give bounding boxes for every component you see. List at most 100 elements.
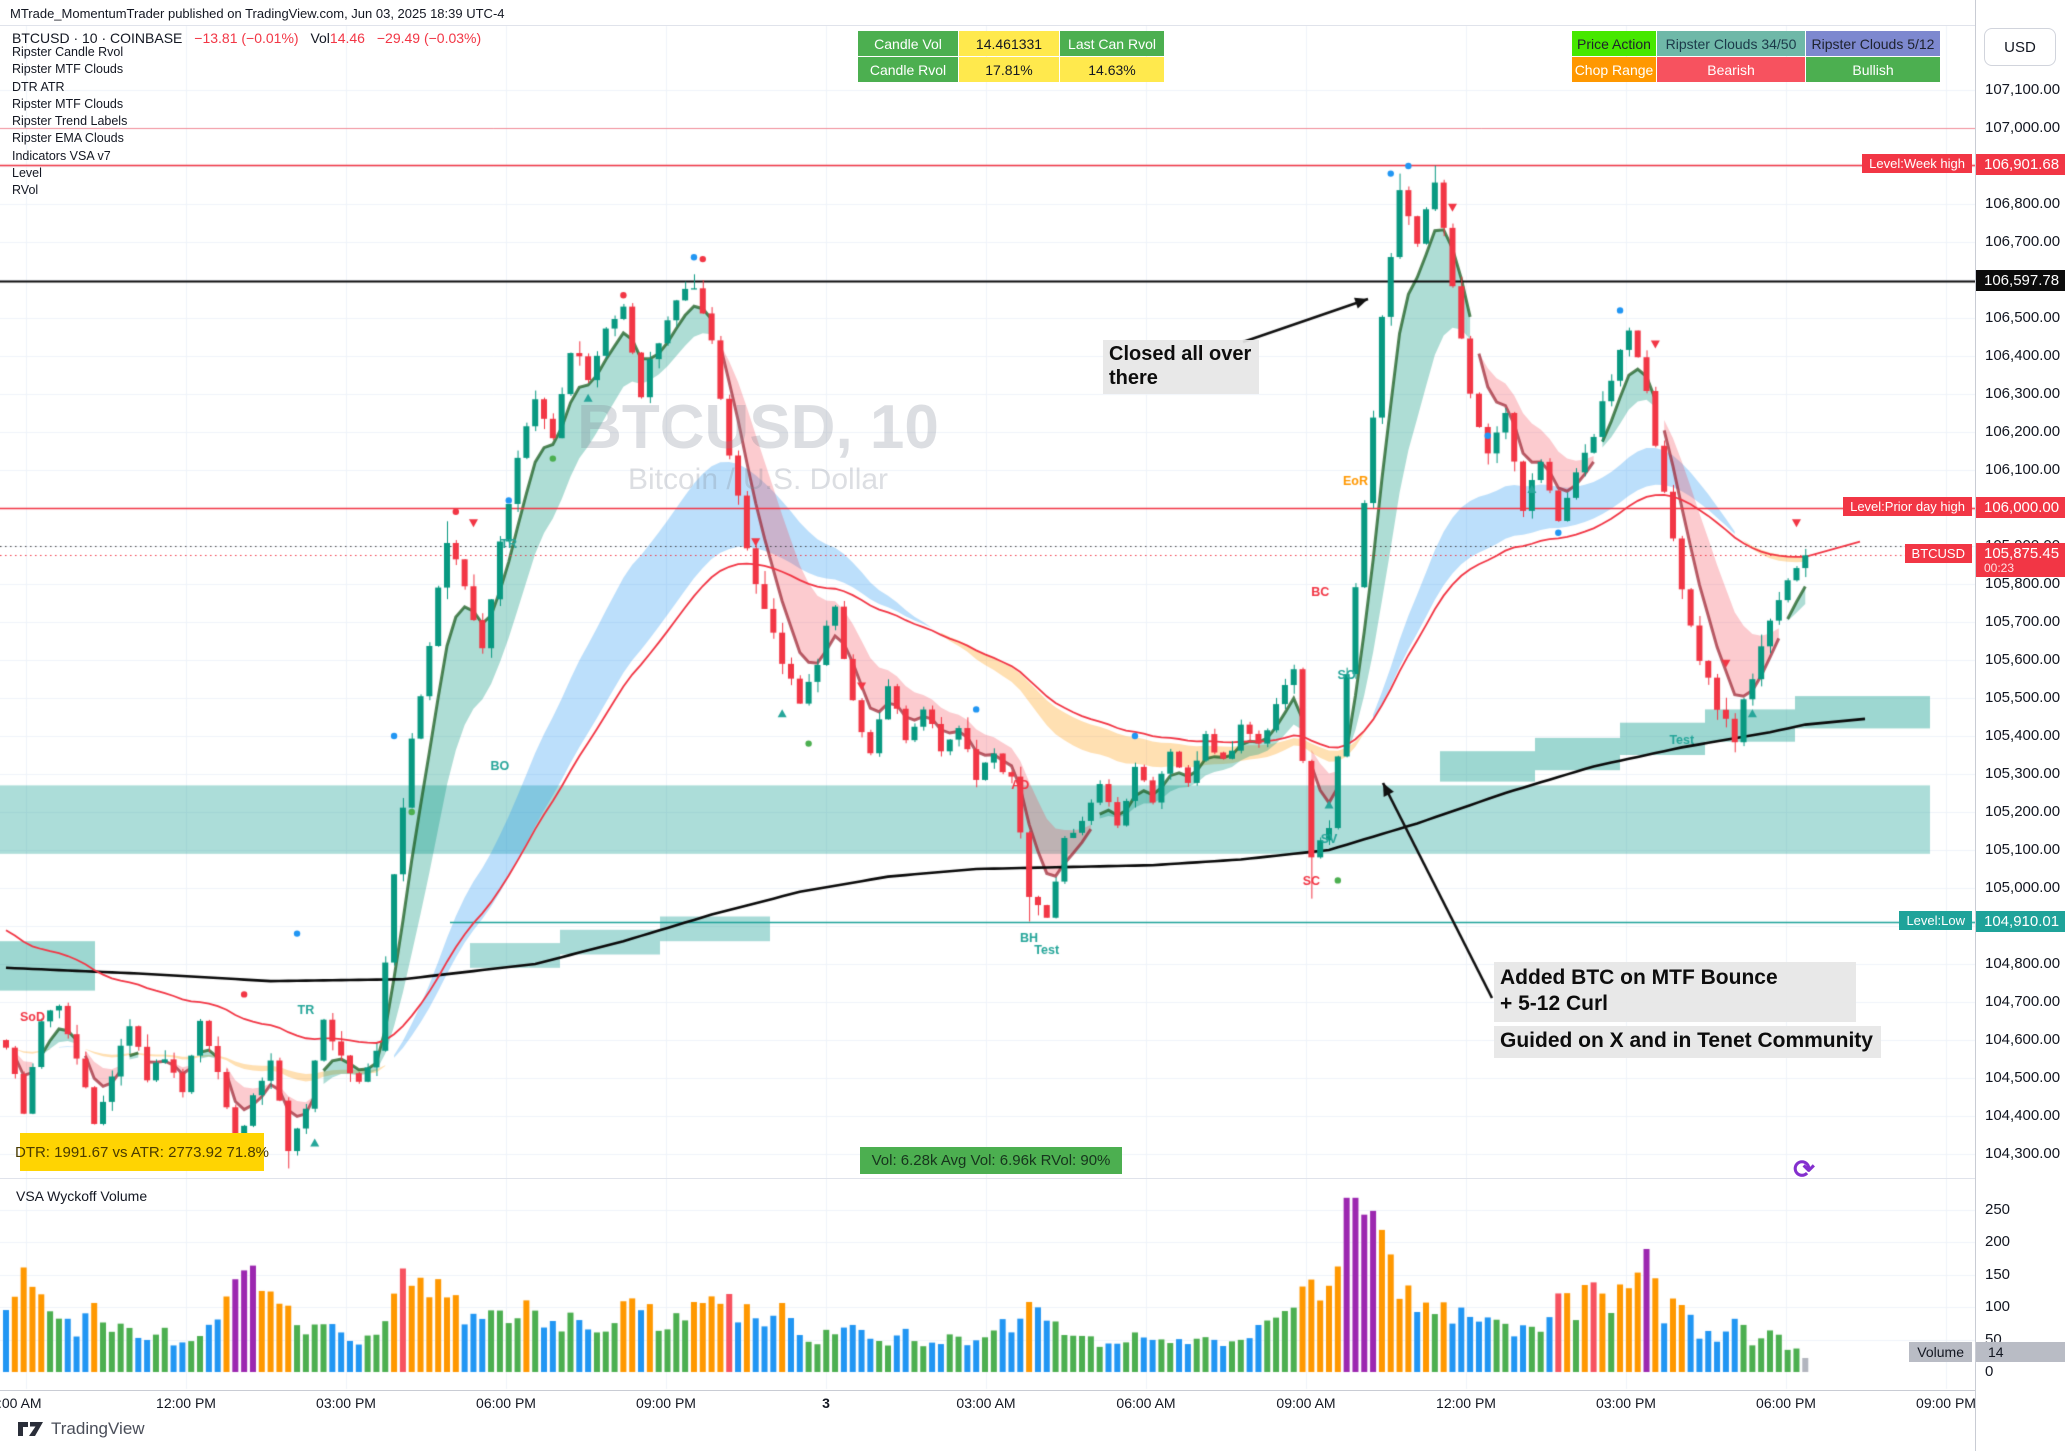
price-tick: 106,200.00 xyxy=(1985,423,2061,440)
axis-label-Level:Prior day high: 106,000.00 xyxy=(1976,497,2065,518)
candle-badge-r0c0: Candle Vol xyxy=(858,31,958,56)
price-tick: 105,200.00 xyxy=(1985,803,2061,820)
price-chart-canvas[interactable] xyxy=(0,0,1975,1451)
watermark-subtitle: Bitcoin / U.S. Dollar xyxy=(627,463,889,496)
time-axis[interactable]: 09:00 AM 12:00 PM 03:00 PM 06:00 PM 09:00 PM… xyxy=(0,1391,1976,1419)
vol-change: −29.49 (−0.03%) xyxy=(376,30,482,46)
price-tick: 104,700.00 xyxy=(1985,993,2061,1010)
annotation-added-line2: + 5-12 Curl xyxy=(1500,992,1608,1015)
time-label-4: 09:00 PM xyxy=(636,1395,696,1411)
time-label-12: 09:00 PM xyxy=(1916,1395,1976,1411)
volume-badge-value: 14 xyxy=(1976,1342,2065,1362)
price-tick: 104,300.00 xyxy=(1985,1145,2061,1162)
chart-legend: BTCUSD · 10 · COINBASE −13.81 (−0.01%) V… xyxy=(12,30,481,202)
indicator-row-7[interactable]: Level xyxy=(12,166,42,181)
tradingview-logo-icon xyxy=(18,1422,43,1436)
indicator-row-4[interactable]: Ripster Trend Labels xyxy=(12,114,128,129)
time-label-7: 06:00 AM xyxy=(1116,1395,1176,1411)
annotation-closed-line1: Closed all over xyxy=(1109,343,1252,365)
price-tick: 105,600.00 xyxy=(1985,651,2061,668)
price-tick: 107,000.00 xyxy=(1985,119,2061,136)
indicator-row-1[interactable]: Ripster MTF Clouds xyxy=(12,62,124,77)
publisher-line: MTrade_MomentumTrader published on Tradi… xyxy=(10,6,505,21)
volume-tick: 0 xyxy=(1985,1363,1994,1380)
trend-badge-r0c2: Ripster Clouds 5/12 xyxy=(1806,31,1940,56)
time-label-6: 03:00 AM xyxy=(956,1395,1016,1411)
symbol-title[interactable]: BTCUSD · 10 · COINBASE xyxy=(12,30,183,46)
pane-separator xyxy=(0,1178,2065,1179)
price-tick: 104,500.00 xyxy=(1985,1069,2061,1086)
time-label-5: 3 xyxy=(822,1395,830,1411)
level-chip-1: Level:Week high xyxy=(1862,154,1972,174)
time-label-3: 06:00 PM xyxy=(476,1395,536,1411)
candle-badge-r0c1: 14.461331 xyxy=(959,31,1059,56)
level-chip-6: Level:Low xyxy=(1899,911,1972,931)
volume-badge-label: Volume xyxy=(1909,1342,1972,1362)
time-label-11: 06:00 PM xyxy=(1756,1395,1816,1411)
price-tick: 105,500.00 xyxy=(1985,689,2061,706)
price-tick: 105,000.00 xyxy=(1985,879,2061,896)
price-tick: 106,100.00 xyxy=(1985,461,2061,478)
trend-badge-r1c2: Bullish xyxy=(1806,57,1940,82)
annotation-closed-note[interactable]: Closed all over there xyxy=(1103,340,1260,394)
volume-summary-badge: Vol: 6.28k Avg Vol: 6.96k RVol: 90% xyxy=(860,1147,1122,1174)
indicator-row-0[interactable]: Ripster Candle Rvol xyxy=(12,45,124,59)
vol-label: Vol xyxy=(310,30,330,46)
volume-tick: 250 xyxy=(1985,1200,2011,1218)
volume-tick: 200 xyxy=(1985,1233,2011,1250)
time-label-1: 12:00 PM xyxy=(156,1395,216,1411)
annotation-added-note[interactable]: Added BTC on MTF Bounce + 5-12 Curl xyxy=(1494,962,1856,1022)
indicator-row-6[interactable]: Indicators VSA v7 xyxy=(12,148,111,163)
volume-pane-title[interactable]: VSA Wyckoff Volume xyxy=(16,1188,148,1204)
symbol-row[interactable]: BTCUSD · 10 · COINBASE −13.81 (−0.01%) V… xyxy=(12,30,481,46)
candle-badge-r1c2: 14.63% xyxy=(1060,57,1164,82)
trend-badge-r1c1: Bearish xyxy=(1657,57,1805,82)
candle-badge-r0c2: Last Can Rvol xyxy=(1060,31,1164,56)
price-tick: 105,800.00 xyxy=(1985,575,2061,592)
indicator-row-3[interactable]: Ripster MTF Clouds xyxy=(12,96,124,111)
price-tick: 106,800.00 xyxy=(1985,195,2061,212)
price-axis[interactable]: USD 107,100.00 107,000.00 106,800.00 106,70… xyxy=(1975,0,2065,1451)
price-change: −13.81 (−0.01%) xyxy=(194,30,299,46)
tradingview-logo[interactable]: TradingView xyxy=(18,1419,145,1439)
annotation-closed-line2: there xyxy=(1109,367,1158,389)
axis-label-line: 106,597.78 xyxy=(1976,269,2065,291)
time-axis-line xyxy=(0,1390,2065,1391)
volume-tick: 100 xyxy=(1985,1298,2011,1315)
dtr-atr-box: DTR: 1991.67 vs ATR: 2773.92 71.8% xyxy=(15,1133,269,1171)
annotation-added-line1: Added BTC on MTF Bounce xyxy=(1500,966,1778,989)
price-tick: 106,300.00 xyxy=(1985,385,2061,402)
tradingview-logo-text: TradingView xyxy=(51,1419,145,1438)
currency-button[interactable]: USD xyxy=(1984,28,2056,66)
annotation-added-line3: Guided on X and in Tenet Community xyxy=(1500,1029,1873,1052)
level-chip-3: Level:Prior day high xyxy=(1843,497,1972,516)
price-tick: 104,800.00 xyxy=(1985,955,2061,972)
trend-badge-r0c0: Price Action xyxy=(1572,31,1656,56)
time-label-9: 12:00 PM xyxy=(1436,1395,1496,1411)
time-label-2: 03:00 PM xyxy=(316,1395,376,1411)
annotation-guided-note[interactable]: Guided on X and in Tenet Community xyxy=(1494,1026,1881,1058)
trend-state-badges: Price Action Ripster Clouds 34/50 Ripster … xyxy=(1572,31,1940,82)
price-tick: 106,700.00 xyxy=(1985,233,2061,250)
indicator-row-8[interactable]: RVol xyxy=(12,183,39,198)
price-tick: 104,600.00 xyxy=(1985,1031,2061,1048)
replay-icon[interactable]: ⟳ xyxy=(1793,1154,1815,1184)
indicator-row-2[interactable]: DTR ATR xyxy=(12,79,65,94)
time-label-8: 09:00 AM xyxy=(1276,1395,1336,1411)
price-tick: 106,500.00 xyxy=(1985,309,2061,326)
price-tick: 105,100.00 xyxy=(1985,841,2061,858)
price-tick: 104,400.00 xyxy=(1985,1107,2061,1124)
price-tick: 106,400.00 xyxy=(1985,347,2061,364)
trend-badge-r0c1: Ripster Clouds 34/50 xyxy=(1657,31,1805,56)
candle-vol-badges: Candle Vol 14.461331 Last Can Rvol Candle R… xyxy=(858,31,1164,82)
axis-label-Level:Week high: 106,901.68 xyxy=(1976,154,2065,176)
price-tick: 107,100.00 xyxy=(1985,81,2061,98)
candle-badge-r1c1: 17.81% xyxy=(959,57,1059,82)
price-tick: 105,400.00 xyxy=(1985,727,2061,744)
vol-value: 14.46 xyxy=(329,30,365,46)
price-tick: 105,700.00 xyxy=(1985,613,2061,630)
current-price-chip: BTCUSD xyxy=(1904,544,1972,564)
indicator-row-5[interactable]: Ripster EMA Clouds xyxy=(12,131,124,146)
axis-label-BTCUSD: 105,875.45 00:23 xyxy=(1976,543,2065,578)
